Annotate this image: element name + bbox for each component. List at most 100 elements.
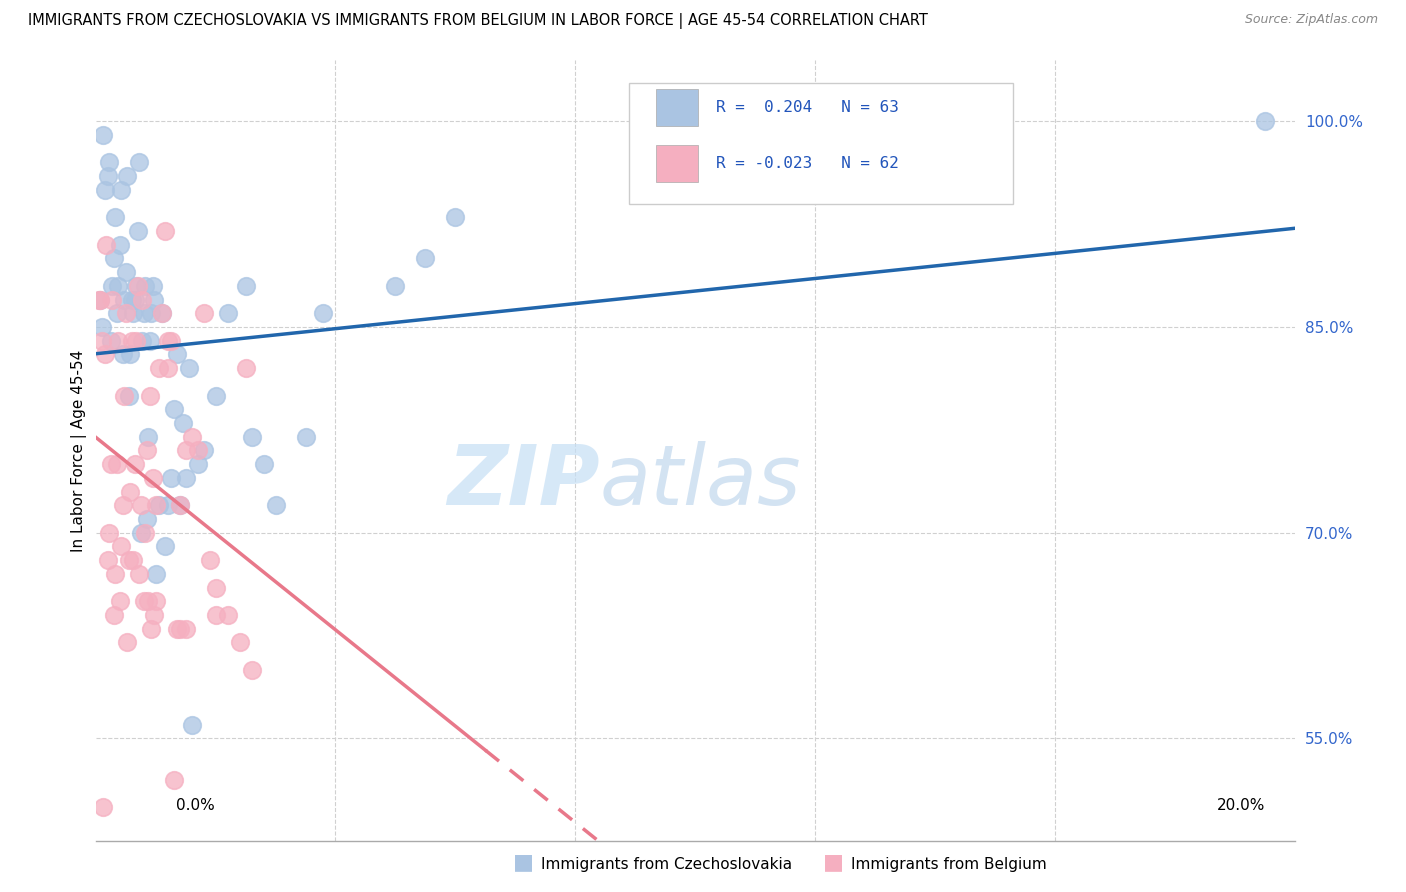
Point	[87, 293, 110, 307]
Point	[174, 622, 197, 636]
Point	[112, 389, 135, 403]
Point	[204, 581, 226, 595]
Point	[121, 553, 143, 567]
Point	[91, 128, 114, 142]
Point	[180, 717, 202, 731]
Point	[91, 800, 114, 814]
Point	[129, 498, 152, 512]
Point	[294, 430, 316, 444]
Point	[264, 498, 287, 512]
Point	[127, 279, 149, 293]
Text: R =  0.204   N = 63: R = 0.204 N = 63	[716, 100, 898, 115]
Point	[117, 389, 139, 403]
Point	[125, 279, 148, 293]
Point	[142, 279, 165, 293]
Point	[166, 347, 188, 361]
Point	[156, 498, 179, 512]
Point	[134, 279, 156, 293]
Point	[159, 471, 181, 485]
Point	[172, 416, 194, 430]
Point	[159, 334, 181, 348]
FancyBboxPatch shape	[630, 83, 1014, 204]
Point	[107, 334, 129, 348]
Point	[145, 498, 167, 512]
Point	[169, 622, 191, 636]
Point	[150, 306, 173, 320]
Text: Immigrants from Czechoslovakia: Immigrants from Czechoslovakia	[541, 857, 793, 872]
Point	[124, 293, 146, 307]
Point	[115, 169, 138, 184]
Point	[132, 306, 155, 320]
Point	[128, 566, 150, 581]
Point	[121, 334, 143, 348]
Point	[235, 361, 257, 376]
Point	[129, 525, 152, 540]
Text: atlas: atlas	[599, 442, 801, 522]
Point	[240, 430, 263, 444]
Point	[97, 155, 120, 169]
Point	[148, 361, 170, 376]
Point	[148, 498, 170, 512]
Point	[97, 553, 120, 567]
Point	[186, 457, 208, 471]
Point	[97, 169, 120, 184]
Point	[235, 279, 257, 293]
Point	[117, 553, 139, 567]
Point	[240, 663, 263, 677]
Point	[131, 334, 153, 348]
Point	[169, 498, 191, 512]
Text: 20.0%: 20.0%	[1218, 798, 1265, 814]
Point	[105, 457, 128, 471]
Point	[132, 594, 155, 608]
FancyBboxPatch shape	[655, 88, 697, 126]
Point	[135, 512, 157, 526]
Point	[156, 361, 179, 376]
Point	[125, 334, 148, 348]
Point	[228, 635, 250, 649]
Point	[110, 540, 132, 554]
Point	[162, 772, 184, 787]
Point	[114, 265, 136, 279]
Point	[96, 237, 118, 252]
Point	[90, 334, 112, 348]
Point	[204, 389, 226, 403]
Point	[138, 334, 160, 348]
Point	[101, 279, 124, 293]
Point	[142, 471, 165, 485]
Point	[93, 183, 115, 197]
FancyBboxPatch shape	[655, 145, 697, 182]
Point	[312, 306, 335, 320]
Point	[111, 347, 134, 361]
Point	[111, 498, 134, 512]
Point	[1254, 114, 1277, 128]
Point	[93, 347, 115, 361]
Point	[166, 622, 188, 636]
Text: ZIP: ZIP	[447, 442, 599, 522]
Point	[89, 293, 111, 307]
Point	[204, 607, 226, 622]
Point	[139, 306, 162, 320]
Point	[415, 252, 437, 266]
Point	[134, 525, 156, 540]
Text: Source: ZipAtlas.com: Source: ZipAtlas.com	[1244, 13, 1378, 27]
Point	[138, 389, 160, 403]
Point	[145, 566, 167, 581]
Point	[138, 430, 160, 444]
Point	[143, 607, 166, 622]
Point	[169, 498, 191, 512]
Point	[104, 211, 127, 225]
Point	[252, 457, 274, 471]
Point	[156, 334, 179, 348]
Point	[115, 635, 138, 649]
Point	[124, 457, 146, 471]
Point	[193, 443, 215, 458]
Point	[153, 540, 176, 554]
Point	[217, 306, 239, 320]
Text: ■: ■	[823, 853, 844, 872]
Point	[153, 224, 176, 238]
Point	[198, 553, 221, 567]
Point	[120, 484, 142, 499]
Point	[131, 293, 153, 307]
Point	[100, 334, 122, 348]
Point	[217, 607, 239, 622]
